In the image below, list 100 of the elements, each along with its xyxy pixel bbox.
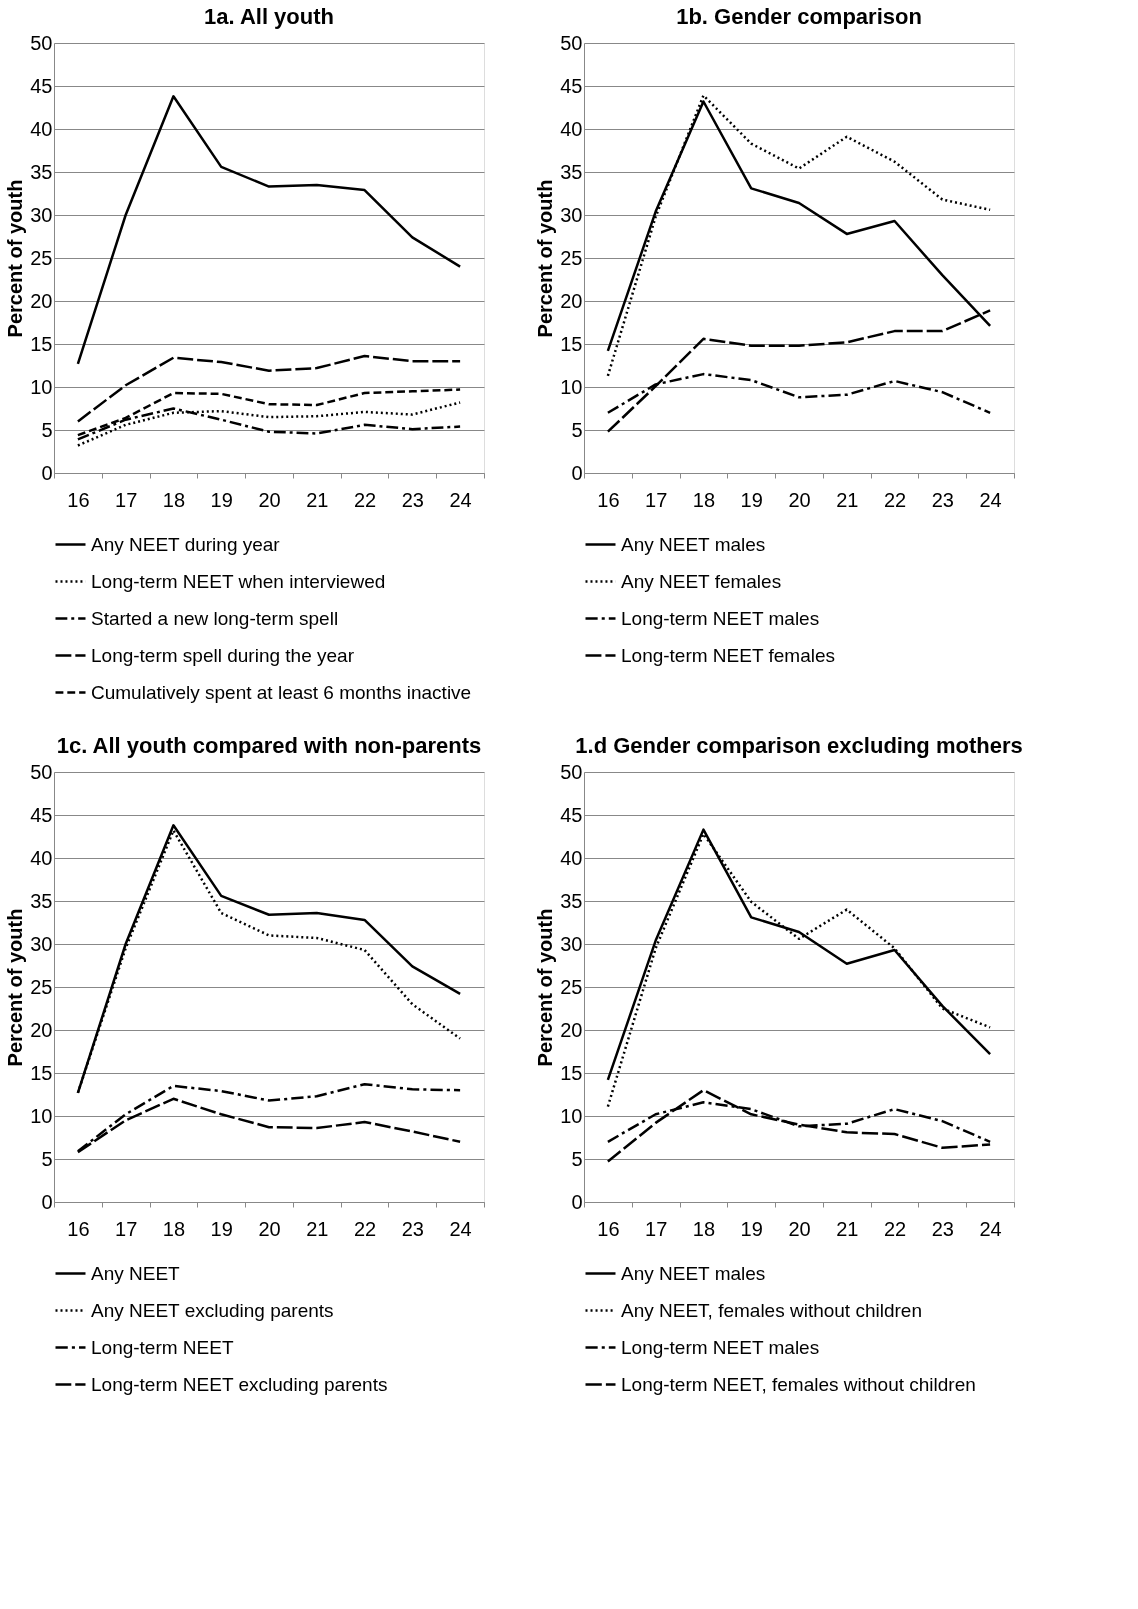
- legend-label: Started a new long-term spell: [91, 607, 339, 629]
- y-tick-label: 20: [560, 289, 583, 312]
- y-tick-label: 40: [560, 846, 583, 869]
- x-tick-label: 21: [306, 1217, 329, 1240]
- legend-label: Any NEET males: [621, 533, 766, 555]
- x-tick-label: 20: [258, 488, 281, 511]
- x-tick-label: 16: [67, 1217, 90, 1240]
- legend-label: Cumulatively spent at least 6 months inactive: [91, 681, 472, 703]
- y-tick-label: 0: [571, 461, 583, 484]
- y-tick-label: 45: [30, 74, 53, 97]
- x-tick-label: 17: [115, 488, 138, 511]
- x-tick-label: 17: [645, 1217, 668, 1240]
- legend-label: Long-term NEET when interviewed: [91, 570, 386, 592]
- x-tick-label: 22: [883, 488, 907, 511]
- legend-label: Any NEET males: [621, 1262, 766, 1284]
- y-tick-label: 45: [560, 803, 583, 826]
- chart-title: 1b. Gender comparison: [676, 4, 922, 29]
- legend-label: Long-term NEET males: [621, 1336, 820, 1358]
- x-tick-label: 23: [931, 488, 954, 511]
- x-tick-label: 18: [162, 488, 186, 511]
- x-tick-label: 21: [836, 488, 859, 511]
- y-tick-label: 40: [30, 117, 53, 140]
- y-tick-label: 40: [560, 117, 583, 140]
- x-tick-label: 20: [788, 1217, 811, 1240]
- y-tick-label: 50: [560, 760, 583, 783]
- legend-label: Long-term spell during the year: [91, 644, 355, 666]
- x-tick-label: 19: [740, 1217, 763, 1240]
- y-tick-label: 15: [560, 332, 583, 355]
- y-axis-title: Percent of youth: [534, 908, 557, 1067]
- legend-label: Long-term NEET excluding parents: [91, 1373, 388, 1395]
- x-tick-label: 20: [788, 488, 811, 511]
- y-tick-label: 0: [41, 461, 53, 484]
- chart-title: 1c. All youth compared with non-parents: [56, 733, 482, 758]
- x-tick-label: 16: [597, 488, 620, 511]
- y-tick-label: 25: [30, 246, 53, 269]
- y-axis-title: Percent of youth: [4, 179, 27, 338]
- y-tick-label: 50: [560, 31, 583, 54]
- x-tick-label: 23: [931, 1217, 954, 1240]
- legend-label: Any NEET: [91, 1262, 181, 1284]
- y-axis-title: Percent of youth: [534, 179, 557, 338]
- y-tick-label: 20: [30, 1018, 53, 1041]
- x-tick-label: 18: [692, 1217, 716, 1240]
- y-tick-label: 30: [30, 932, 53, 955]
- y-tick-label: 30: [560, 203, 583, 226]
- y-tick-label: 20: [560, 1018, 583, 1041]
- y-axis-title: Percent of youth: [4, 908, 27, 1067]
- y-tick-label: 45: [560, 74, 583, 97]
- chart-title: 1.d Gender comparison excluding mothers: [575, 733, 1023, 758]
- x-tick-label: 22: [883, 1217, 907, 1240]
- y-tick-label: 0: [41, 1190, 53, 1213]
- y-tick-label: 50: [30, 760, 53, 783]
- chart-title: 1a. All youth: [204, 4, 334, 29]
- x-tick-label: 21: [836, 1217, 859, 1240]
- y-tick-label: 5: [571, 1147, 583, 1170]
- y-tick-label: 10: [560, 375, 583, 398]
- x-tick-label: 16: [67, 488, 90, 511]
- x-tick-label: 19: [740, 488, 763, 511]
- x-tick-label: 21: [306, 488, 329, 511]
- legend-label: Any NEET excluding parents: [91, 1299, 334, 1321]
- x-tick-label: 20: [258, 1217, 281, 1240]
- legend-label: Long-term NEET: [91, 1336, 234, 1358]
- x-tick-label: 23: [401, 488, 424, 511]
- legend-label: Long-term NEET, females without children: [621, 1373, 976, 1395]
- y-tick-label: 10: [560, 1104, 583, 1127]
- legend-label: Long-term NEET females: [621, 644, 836, 666]
- y-tick-label: 10: [30, 1104, 53, 1127]
- y-tick-label: 30: [30, 203, 53, 226]
- y-tick-label: 35: [560, 160, 583, 183]
- y-tick-label: 15: [560, 1061, 583, 1084]
- legend-label: Any NEET during year: [91, 533, 281, 555]
- y-tick-label: 15: [30, 332, 53, 355]
- y-tick-label: 5: [571, 418, 583, 441]
- x-tick-label: 24: [979, 1217, 1002, 1240]
- x-tick-label: 17: [645, 488, 668, 511]
- x-tick-label: 24: [449, 488, 472, 511]
- y-tick-label: 20: [30, 289, 53, 312]
- y-tick-label: 0: [571, 1190, 583, 1213]
- x-tick-label: 24: [449, 1217, 472, 1240]
- x-tick-label: 18: [692, 488, 716, 511]
- y-tick-label: 45: [30, 803, 53, 826]
- y-tick-label: 25: [560, 246, 583, 269]
- y-tick-label: 35: [560, 889, 583, 912]
- x-tick-label: 22: [353, 488, 377, 511]
- y-tick-label: 25: [560, 975, 583, 998]
- y-tick-label: 10: [30, 375, 53, 398]
- y-tick-label: 30: [560, 932, 583, 955]
- y-tick-label: 5: [41, 1147, 53, 1170]
- legend-label: Any NEET females: [621, 570, 782, 592]
- x-tick-label: 19: [210, 1217, 233, 1240]
- x-tick-label: 18: [162, 1217, 186, 1240]
- y-tick-label: 5: [41, 418, 53, 441]
- x-tick-label: 17: [115, 1217, 138, 1240]
- x-tick-label: 19: [210, 488, 233, 511]
- y-tick-label: 40: [30, 846, 53, 869]
- x-tick-label: 22: [353, 1217, 377, 1240]
- x-tick-label: 23: [401, 1217, 424, 1240]
- y-tick-label: 15: [30, 1061, 53, 1084]
- y-tick-label: 50: [30, 31, 53, 54]
- x-tick-label: 16: [597, 1217, 620, 1240]
- y-tick-label: 35: [30, 160, 53, 183]
